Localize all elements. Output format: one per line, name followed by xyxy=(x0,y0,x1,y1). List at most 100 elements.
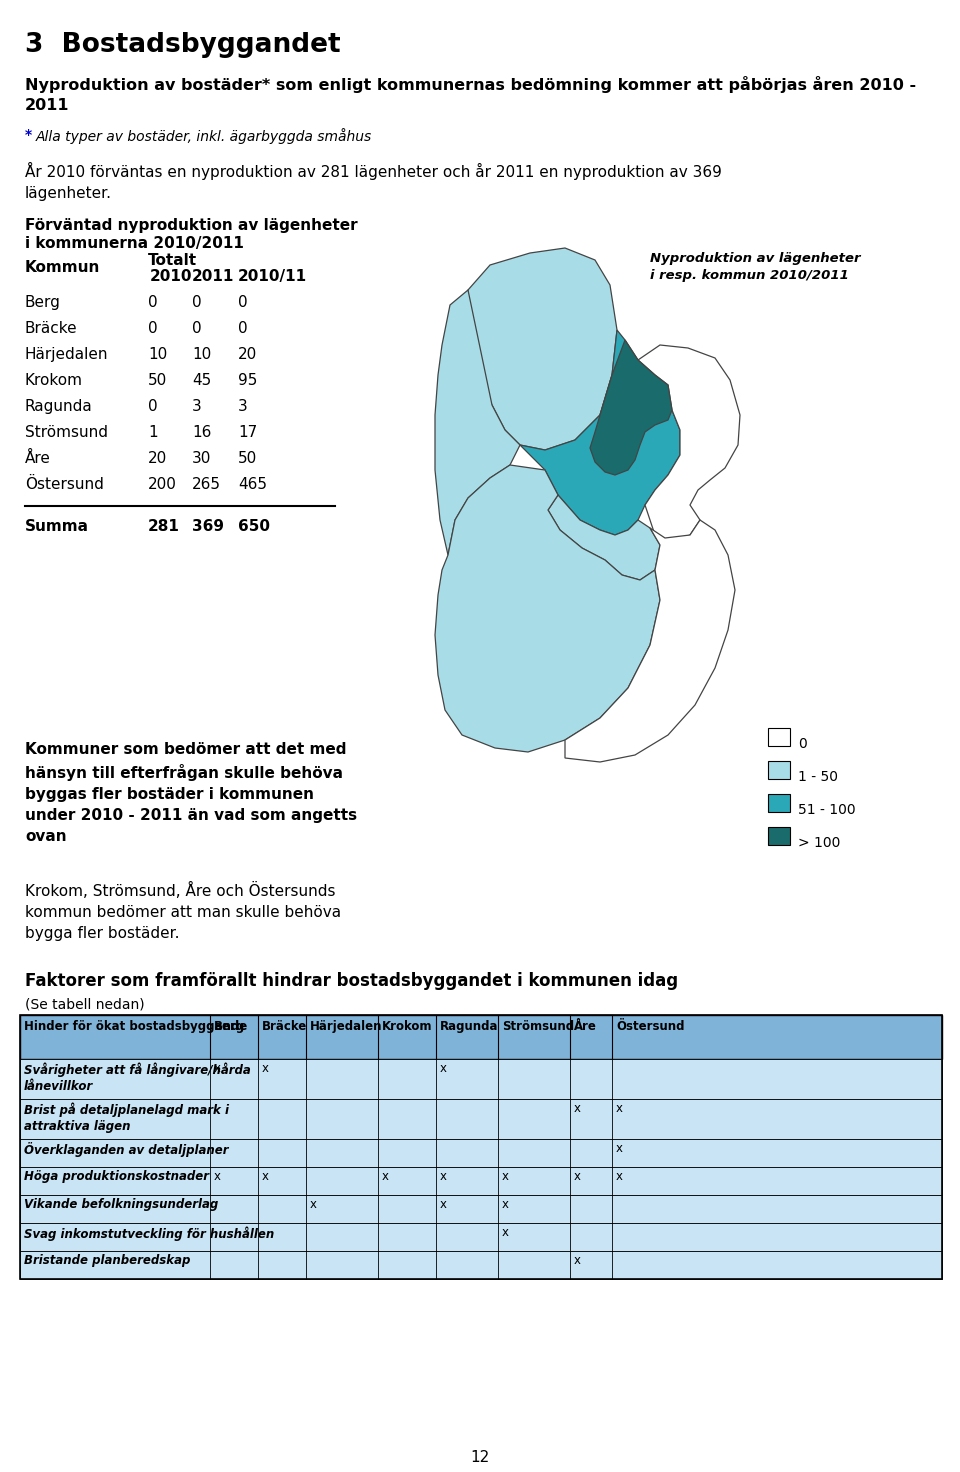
Bar xyxy=(768,729,790,746)
Text: Nyproduktion av lägenheter
i resp. kommun 2010/2011: Nyproduktion av lägenheter i resp. kommu… xyxy=(650,252,860,283)
Bar xyxy=(20,1139,942,1167)
Text: x: x xyxy=(262,1170,269,1183)
Text: 0: 0 xyxy=(148,321,157,336)
Text: x: x xyxy=(574,1254,581,1267)
Text: Höga produktionskostnader: Höga produktionskostnader xyxy=(24,1170,209,1183)
Text: *: * xyxy=(25,128,32,141)
Text: x: x xyxy=(382,1170,389,1183)
Text: Åre: Åre xyxy=(574,1020,597,1033)
Text: 1 - 50: 1 - 50 xyxy=(798,770,838,785)
Text: (Se tabell nedan): (Se tabell nedan) xyxy=(25,998,145,1013)
Text: Bräcke: Bräcke xyxy=(25,321,78,336)
Polygon shape xyxy=(565,520,735,762)
Text: Härjedalen: Härjedalen xyxy=(310,1020,382,1033)
Text: Alla typer av bostäder, inkl. ägarbyggda småhus: Alla typer av bostäder, inkl. ägarbyggda… xyxy=(36,128,372,144)
Text: Ragunda: Ragunda xyxy=(440,1020,498,1033)
Text: Hinder för ökat bostadsbyggande: Hinder för ökat bostadsbyggande xyxy=(24,1020,248,1033)
Text: Krokom, Strömsund, Åre och Östersunds
kommun bedömer att man skulle behöva
bygga: Krokom, Strömsund, Åre och Östersunds ko… xyxy=(25,882,341,941)
Text: 17: 17 xyxy=(238,425,257,440)
Text: 0: 0 xyxy=(148,399,157,414)
Text: 16: 16 xyxy=(192,425,211,440)
Text: x: x xyxy=(502,1198,509,1211)
Text: 281: 281 xyxy=(148,520,180,534)
Bar xyxy=(768,761,790,779)
Text: År 2010 förväntas en nyproduktion av 281 lägenheter och år 2011 en nyproduktion : År 2010 förväntas en nyproduktion av 281… xyxy=(25,162,722,202)
Text: 20: 20 xyxy=(148,450,167,467)
Text: x: x xyxy=(616,1142,623,1156)
Text: 0: 0 xyxy=(192,294,202,311)
Text: x: x xyxy=(310,1198,317,1211)
Text: i kommunerna 2010/2011: i kommunerna 2010/2011 xyxy=(25,236,244,252)
Text: 0: 0 xyxy=(238,294,248,311)
Text: x: x xyxy=(214,1061,221,1075)
Text: 20: 20 xyxy=(238,347,257,362)
Text: x: x xyxy=(440,1061,447,1075)
Text: x: x xyxy=(616,1170,623,1183)
Text: Förväntad nyproduktion av lägenheter: Förväntad nyproduktion av lägenheter xyxy=(25,218,358,233)
Bar xyxy=(20,1167,942,1195)
Text: Åre: Åre xyxy=(25,450,51,467)
Text: Berg: Berg xyxy=(25,294,60,311)
Polygon shape xyxy=(590,340,672,475)
Text: 0: 0 xyxy=(192,321,202,336)
Polygon shape xyxy=(435,465,660,752)
Text: Bräcke: Bräcke xyxy=(262,1020,307,1033)
Text: x: x xyxy=(440,1170,447,1183)
Text: 12: 12 xyxy=(470,1450,490,1465)
Bar xyxy=(20,1016,942,1279)
Text: 95: 95 xyxy=(238,372,257,389)
Text: Kommuner som bedömer att det med
hänsyn till efterfrågan skulle behöva
byggas fl: Kommuner som bedömer att det med hänsyn … xyxy=(25,742,357,843)
Bar xyxy=(20,1016,942,1058)
Text: 2010: 2010 xyxy=(150,269,193,284)
Text: 650: 650 xyxy=(238,520,270,534)
Text: x: x xyxy=(616,1103,623,1114)
Text: 30: 30 xyxy=(192,450,211,467)
Text: 0: 0 xyxy=(798,737,806,751)
Polygon shape xyxy=(465,247,617,450)
Text: Bristande planberedskap: Bristande planberedskap xyxy=(24,1254,190,1267)
Text: 1: 1 xyxy=(148,425,157,440)
Text: Strömsund: Strömsund xyxy=(502,1020,574,1033)
Text: 200: 200 xyxy=(148,477,177,492)
Bar xyxy=(768,827,790,845)
Text: Östersund: Östersund xyxy=(616,1020,684,1033)
Bar xyxy=(20,1251,942,1279)
Text: 45: 45 xyxy=(192,372,211,389)
Text: 2011: 2011 xyxy=(192,269,234,284)
Polygon shape xyxy=(435,290,520,555)
Text: Strömsund: Strömsund xyxy=(25,425,108,440)
Polygon shape xyxy=(638,344,740,542)
Text: Kommun: Kommun xyxy=(25,261,101,275)
Text: Berg: Berg xyxy=(214,1020,245,1033)
Text: x: x xyxy=(262,1061,269,1075)
Text: Härjedalen: Härjedalen xyxy=(25,347,108,362)
Text: Svårigheter att få långivare/hårda
lånevillkor: Svårigheter att få långivare/hårda lånev… xyxy=(24,1061,251,1092)
Text: x: x xyxy=(502,1226,509,1239)
Text: Överklaganden av detaljplaner: Överklaganden av detaljplaner xyxy=(24,1142,228,1157)
Text: Krokom: Krokom xyxy=(382,1020,433,1033)
Bar xyxy=(20,1100,942,1139)
Text: x: x xyxy=(502,1170,509,1183)
Text: 0: 0 xyxy=(238,321,248,336)
Text: 10: 10 xyxy=(192,347,211,362)
Text: x: x xyxy=(574,1103,581,1114)
Text: 10: 10 xyxy=(148,347,167,362)
Text: 265: 265 xyxy=(192,477,221,492)
Text: 465: 465 xyxy=(238,477,267,492)
Text: Summa: Summa xyxy=(25,520,89,534)
Text: Ragunda: Ragunda xyxy=(25,399,93,414)
Text: x: x xyxy=(440,1198,447,1211)
Text: Faktorer som framförallt hindrar bostadsbyggandet i kommunen idag: Faktorer som framförallt hindrar bostads… xyxy=(25,972,678,991)
Bar xyxy=(768,793,790,813)
Polygon shape xyxy=(548,495,660,580)
Bar xyxy=(20,1195,942,1223)
Text: > 100: > 100 xyxy=(798,836,840,849)
Text: Totalt: Totalt xyxy=(148,253,197,268)
Text: 3: 3 xyxy=(238,399,248,414)
Text: 0: 0 xyxy=(148,294,157,311)
Polygon shape xyxy=(520,330,680,534)
Text: Nyproduktion av bostäder* som enligt kommunernas bedömning kommer att påbörjas å: Nyproduktion av bostäder* som enligt kom… xyxy=(25,77,916,113)
Text: Vikande befolkningsunderlag: Vikande befolkningsunderlag xyxy=(24,1198,218,1211)
Text: 2010/11: 2010/11 xyxy=(238,269,307,284)
Text: 3: 3 xyxy=(192,399,202,414)
